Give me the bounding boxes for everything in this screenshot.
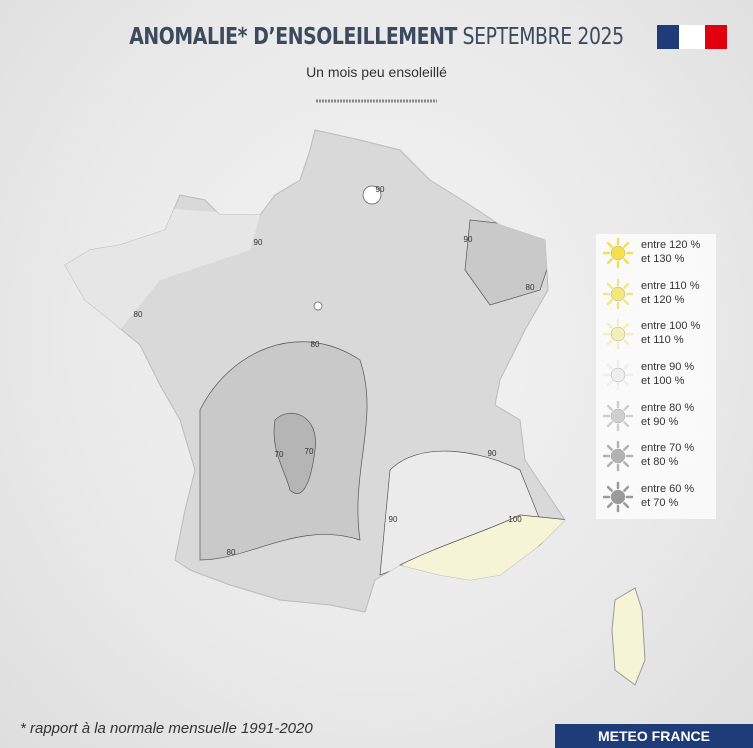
sun-ray xyxy=(623,485,630,493)
legend-line1: entre 110 % xyxy=(641,279,700,292)
sun-ray xyxy=(623,502,630,509)
legend-line1: entre 120 % xyxy=(641,239,701,251)
contour-label: 80 xyxy=(526,283,535,292)
sun-disc xyxy=(610,408,626,423)
contour-label: 70 xyxy=(275,450,284,459)
spot xyxy=(313,301,323,311)
legend-line2: et 110 % xyxy=(641,334,684,347)
sun-icon xyxy=(602,237,634,269)
sun-ray xyxy=(606,323,613,330)
sun-disc xyxy=(610,245,626,261)
sun-ray xyxy=(606,380,613,387)
title: ANOMALIE* D’ENSOLEILLEMENT SEPTEMBRE 202… xyxy=(68,24,685,50)
zones xyxy=(65,200,565,586)
sun-icon xyxy=(602,278,634,309)
legend-item: entre 80 % et 90 % xyxy=(596,397,716,438)
footnote: * rapport à la normale mensuelle 1991-20… xyxy=(20,720,313,737)
legend-line1: entre 90 % xyxy=(641,361,695,374)
legend-line1: entre 70 % xyxy=(641,442,695,455)
contour-label: 80 xyxy=(311,340,320,349)
sun-disc xyxy=(610,286,626,301)
title-bold: ANOMALIE* D’ENSOLEILLEMENT xyxy=(129,24,457,50)
legend-line2: et 90 % xyxy=(641,415,679,428)
logo-red xyxy=(705,25,727,49)
legend-line2: et 100 % xyxy=(641,375,685,388)
sun-ray xyxy=(623,404,630,411)
sun-ray xyxy=(606,339,613,346)
paris-spot xyxy=(362,185,382,205)
legend-line1: entre 60 % xyxy=(641,483,695,496)
legend-item: entre 60 % et 70 % xyxy=(596,478,716,519)
legend-item: entre 110 % et 120 % xyxy=(596,275,716,316)
legend-line2: et 120 % xyxy=(641,293,685,306)
sun-icon xyxy=(602,441,634,472)
contour-label: 90 xyxy=(464,235,473,244)
legend-line1: entre 80 % xyxy=(641,401,695,414)
contour-label: 90 xyxy=(376,185,385,194)
sun-ray xyxy=(606,485,613,493)
sun-ray xyxy=(606,502,613,509)
sun-icon xyxy=(602,400,634,431)
sun-ray xyxy=(623,258,630,265)
sun-disc xyxy=(610,367,626,383)
subtitle: Un mois peu ensoleillé xyxy=(306,64,447,80)
sun-ray xyxy=(623,420,630,427)
sun-disc xyxy=(610,449,626,464)
sun-ray xyxy=(606,298,613,305)
sun-ray xyxy=(623,282,630,289)
contour-label: 90 xyxy=(254,238,263,247)
zone-60-70 xyxy=(273,412,316,494)
legend-line2: et 80 % xyxy=(641,456,679,469)
sun-ray xyxy=(623,298,630,305)
legend-item: entre 90 % et 100 % xyxy=(596,356,716,397)
sun-ray xyxy=(606,461,613,468)
sun-ray xyxy=(623,323,630,330)
sun-ray xyxy=(606,282,613,289)
sun-icon xyxy=(602,319,634,350)
sun-ray xyxy=(623,241,630,248)
corsica xyxy=(611,587,646,686)
sun-ray xyxy=(623,380,630,387)
sun-ray xyxy=(623,445,630,452)
sun-ray xyxy=(623,363,630,370)
contour-label: 100 xyxy=(508,515,522,524)
title-light: SEPTEMBRE 2025 xyxy=(462,24,625,50)
contour-label: 90 xyxy=(389,515,398,524)
sun-disc xyxy=(610,489,626,505)
contour-label: 90 xyxy=(488,449,497,458)
contour-label: 70 xyxy=(305,447,314,456)
sun-disc xyxy=(610,327,626,342)
contour-label: 80 xyxy=(134,310,143,319)
legend-item: entre 70 % et 80 % xyxy=(596,437,716,478)
legend-line2: et 70 % xyxy=(641,497,679,510)
legend: entre 120 % et 130 % entre 110 % et 120 % en… xyxy=(596,234,716,519)
legend-line2: et 130 % xyxy=(641,253,685,265)
sun-ray xyxy=(623,461,630,468)
sun-ray xyxy=(606,363,613,370)
sun-ray xyxy=(606,420,613,427)
legend-item: entre 100 % et 110 % xyxy=(596,315,716,356)
legend-item: entre 120 % et 130 % xyxy=(596,234,716,275)
sun-ray xyxy=(606,445,613,452)
brand: METEO FRANCE xyxy=(555,724,753,748)
legend-line1: entre 100 % xyxy=(641,320,701,333)
sun-icon xyxy=(602,359,634,391)
sun-ray xyxy=(606,241,613,248)
sun-icon xyxy=(602,481,634,513)
logo-blue xyxy=(657,25,679,49)
sun-ray xyxy=(606,404,613,411)
sun-ray xyxy=(606,258,613,265)
sun-ray xyxy=(623,339,630,346)
contour-label: 80 xyxy=(227,548,236,557)
